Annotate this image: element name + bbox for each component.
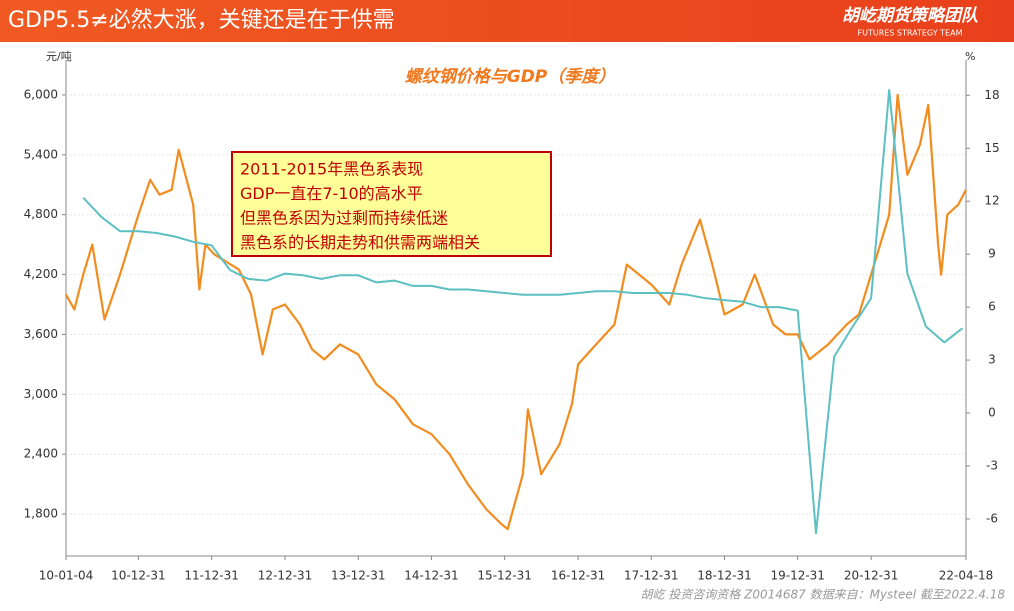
y-tick-label: 2,400 (24, 447, 58, 461)
x-tick-label: 14-12-31 (404, 569, 458, 583)
x-tick-label: 15-12-31 (477, 569, 531, 583)
header-bar (0, 0, 1014, 42)
brand-sub: FUTURES STRATEGY TEAM (858, 29, 963, 38)
series-line (82, 89, 964, 535)
annotation: 2011-2015年黑色系表现 GDP一直在7-10的高水平但黑色系因为过剩而持续… (240, 160, 480, 253)
x-tick-label: 22-04-18 (939, 569, 993, 583)
x-tick-label: 10-01-04 (39, 569, 93, 583)
footer: 胡屹 投资咨询资格 Z0014687 数据来自：Mysteel 截至2022.4… (640, 588, 1005, 602)
plot: 1,800 2,400 3,000 3,600 4,200 4,800 5,400 6,000… (24, 60, 1000, 583)
x-tick-label: 20-12-31 (844, 569, 898, 583)
brand: 胡屹期货策略团队 (842, 6, 979, 26)
x-tick-label: 12-12-31 (258, 569, 312, 583)
chart-title: 螺纹钢价格与GDP（季度） (405, 67, 616, 87)
y-axis-label: 元/吨 (46, 50, 72, 63)
y-tick-label: 6,000 (24, 87, 58, 101)
x-tick-label: 10-12-31 (111, 569, 165, 583)
y2-tick-label: 9 (988, 247, 996, 261)
x-tick-label: 13-12-31 (331, 569, 385, 583)
y-tick-label: 5,400 (24, 147, 58, 161)
y2-tick-label: 15 (984, 141, 999, 155)
annotation-line: 黑色系的长期走势和供需两端相关 (240, 233, 480, 252)
x-tick-label: 19-12-31 (770, 569, 824, 583)
series-line (65, 93, 967, 531)
y2-tick-label: -6 (986, 511, 998, 525)
x-tick-label: 11-12-31 (184, 569, 238, 583)
header-title: GDP5.5≠必然大涨，关键还是在于供需 (8, 8, 395, 33)
x-tick-label: 16-12-31 (551, 569, 605, 583)
y2-tick-label: -3 (986, 458, 998, 472)
annotation-line: GDP一直在7-10的高水平 (240, 184, 423, 203)
annotation-line: 2011-2015年黑色系表现 (240, 160, 423, 179)
y2-tick-label: 6 (988, 300, 996, 314)
y2-axis-label: % (965, 50, 975, 63)
y2-tick-label: 18 (984, 88, 999, 102)
y-tick-label: 4,800 (24, 207, 58, 221)
y2-tick-label: 12 (984, 194, 999, 208)
y2-tick-label: 3 (988, 353, 996, 367)
annotation-box (231, 151, 552, 257)
x-tick-label: 18-12-31 (697, 569, 751, 583)
y-tick-label: 3,000 (24, 387, 58, 401)
y-tick-label: 4,200 (24, 267, 58, 281)
annotation-line: 但黑色系因为过剩而持续低迷 (240, 209, 448, 228)
y2-tick-label: 0 (988, 406, 996, 420)
y-tick-label: 1,800 (24, 507, 58, 521)
x-tick-label: 17-12-31 (624, 569, 678, 583)
y-tick-label: 3,600 (24, 327, 58, 341)
